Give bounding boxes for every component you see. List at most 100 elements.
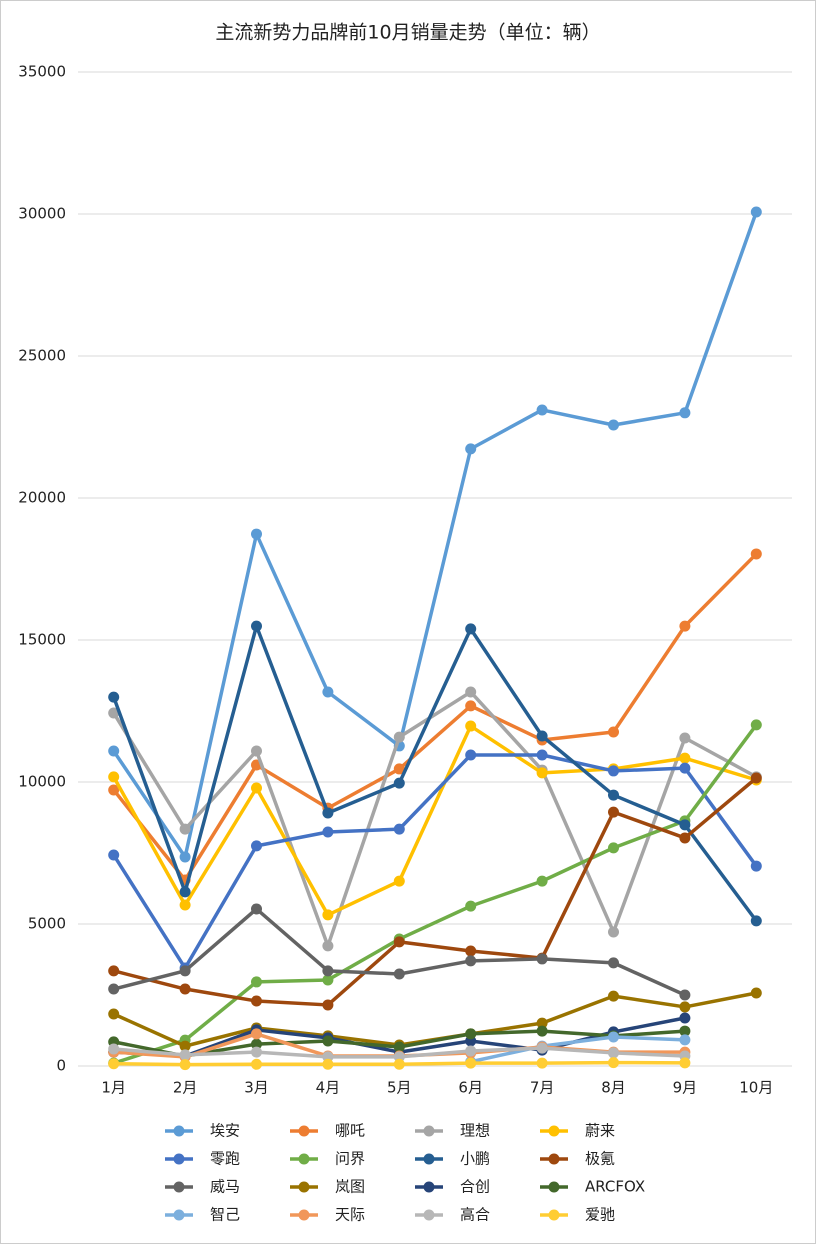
data-point xyxy=(251,1028,262,1040)
data-point xyxy=(108,707,120,719)
data-point xyxy=(251,745,262,757)
data-point xyxy=(108,849,120,861)
data-point xyxy=(608,789,619,801)
series-line xyxy=(112,753,758,970)
data-point xyxy=(322,965,334,977)
data-point xyxy=(750,548,762,560)
data-point xyxy=(393,875,405,887)
legend-label: 小鹏 xyxy=(460,1150,490,1168)
data-point xyxy=(608,726,619,738)
data-point xyxy=(465,1045,477,1057)
x-tick-label: 8月 xyxy=(601,1079,626,1097)
x-tick-label: 2月 xyxy=(173,1079,198,1097)
data-point xyxy=(179,899,191,911)
data-point xyxy=(608,419,619,431)
data-point xyxy=(608,1047,619,1059)
data-point xyxy=(322,807,334,819)
data-point xyxy=(322,999,334,1011)
data-point xyxy=(465,900,477,912)
y-tick-label: 35000 xyxy=(18,63,66,81)
data-point xyxy=(750,987,762,999)
y-tick-label: 10000 xyxy=(18,773,66,791)
data-point xyxy=(465,1028,477,1040)
legend-marker xyxy=(548,1125,560,1137)
y-tick-label: 0 xyxy=(56,1057,66,1075)
legend-marker xyxy=(298,1153,310,1165)
data-point xyxy=(251,528,262,540)
x-tick-label: 9月 xyxy=(673,1079,698,1097)
legend-marker xyxy=(423,1125,435,1137)
data-point xyxy=(679,832,691,844)
data-point xyxy=(750,206,762,218)
data-point xyxy=(679,762,691,774)
series-line xyxy=(113,776,758,1007)
y-tick-label: 15000 xyxy=(18,631,66,649)
legend-label: 哪吒 xyxy=(335,1122,365,1140)
y-tick-label: 5000 xyxy=(28,915,66,933)
data-point xyxy=(179,1040,191,1052)
legend-label: 零跑 xyxy=(210,1150,240,1168)
data-point xyxy=(393,731,405,743)
data-point xyxy=(750,915,762,927)
data-point xyxy=(393,968,405,980)
data-point xyxy=(179,1059,191,1071)
legend-marker xyxy=(173,1181,185,1193)
legend-marker xyxy=(548,1181,560,1193)
data-point xyxy=(536,404,548,416)
data-point xyxy=(465,443,477,455)
data-point xyxy=(322,1058,334,1070)
legend-marker xyxy=(423,1209,435,1221)
data-point xyxy=(108,965,120,977)
series-line xyxy=(112,211,758,859)
legend-marker xyxy=(423,1181,435,1193)
data-point xyxy=(179,965,191,977)
data-point xyxy=(251,620,262,632)
legend-label: 高合 xyxy=(460,1206,490,1224)
data-point xyxy=(393,1041,405,1053)
legend-marker xyxy=(173,1125,185,1137)
data-point xyxy=(251,840,262,852)
data-point xyxy=(536,875,548,887)
data-point xyxy=(536,730,548,742)
data-point xyxy=(536,1025,548,1037)
x-tick-label: 5月 xyxy=(387,1079,412,1097)
data-point xyxy=(251,995,262,1007)
data-point xyxy=(608,957,619,969)
data-point xyxy=(322,940,334,952)
data-point xyxy=(322,826,334,838)
data-point xyxy=(393,936,405,948)
data-point xyxy=(608,990,619,1002)
data-point xyxy=(608,806,619,818)
data-point xyxy=(536,1057,548,1069)
legend-marker xyxy=(298,1181,310,1193)
data-point xyxy=(608,1057,619,1069)
legend-marker xyxy=(548,1153,560,1165)
data-point xyxy=(393,763,405,775)
legend-marker xyxy=(298,1209,310,1221)
series-line xyxy=(470,1035,685,1064)
data-point xyxy=(679,1012,691,1024)
data-point xyxy=(322,909,334,921)
data-point xyxy=(465,700,477,712)
legend-marker xyxy=(173,1209,185,1221)
data-point xyxy=(679,1034,691,1046)
data-point xyxy=(608,842,619,854)
data-point xyxy=(108,691,120,703)
data-point xyxy=(108,1008,120,1020)
legend-marker xyxy=(298,1125,310,1137)
data-point xyxy=(465,945,477,957)
data-point xyxy=(536,1017,548,1029)
data-point xyxy=(536,953,548,965)
series-line xyxy=(113,723,758,1065)
y-tick-label: 25000 xyxy=(18,347,66,365)
data-point xyxy=(322,974,334,986)
y-tick-label: 30000 xyxy=(18,205,66,223)
data-point xyxy=(465,623,477,635)
data-point xyxy=(465,749,477,761)
data-point xyxy=(393,823,405,835)
legend-label: 天际 xyxy=(335,1206,365,1224)
data-point xyxy=(679,1025,691,1037)
legend-label: 埃安 xyxy=(210,1122,240,1140)
data-point xyxy=(608,765,619,777)
legend-marker xyxy=(548,1209,560,1221)
